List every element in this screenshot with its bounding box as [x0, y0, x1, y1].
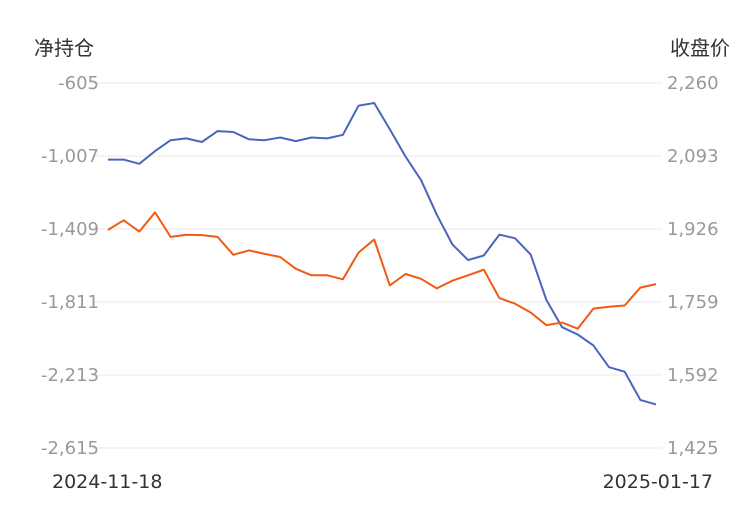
series-lines	[107, 102, 657, 406]
left-tick-label: -1,409	[41, 219, 99, 240]
left-axis-title: 净持仓	[34, 36, 94, 60]
left-axis-ticks: -605 -1,007 -1,409 -1,811 -2,213 -2,615	[41, 73, 99, 459]
x-end-label: 2025-01-17	[603, 471, 713, 493]
left-tick-label: -2,213	[41, 365, 99, 386]
right-tick-label: 1,926	[667, 219, 719, 240]
left-tick-label: -2,615	[41, 438, 99, 459]
series-line-2	[107, 211, 657, 330]
gridlines	[92, 82, 662, 449]
left-tick-label: -1,007	[41, 146, 99, 167]
right-tick-label: 1,592	[667, 365, 719, 386]
right-axis-title: 收盘价	[670, 36, 730, 60]
right-axis-ticks: 2,260 2,093 1,926 1,759 1,592 1,425	[667, 73, 719, 459]
right-tick-label: 2,093	[667, 146, 719, 167]
x-start-label: 2024-11-18	[52, 471, 162, 493]
right-tick-label: 2,260	[667, 73, 719, 94]
right-tick-label: 1,759	[667, 292, 719, 313]
left-tick-label: -605	[58, 73, 99, 94]
series-line-1	[108, 102, 657, 406]
right-tick-label: 1,425	[667, 438, 719, 459]
left-tick-label: -1,811	[41, 292, 99, 313]
